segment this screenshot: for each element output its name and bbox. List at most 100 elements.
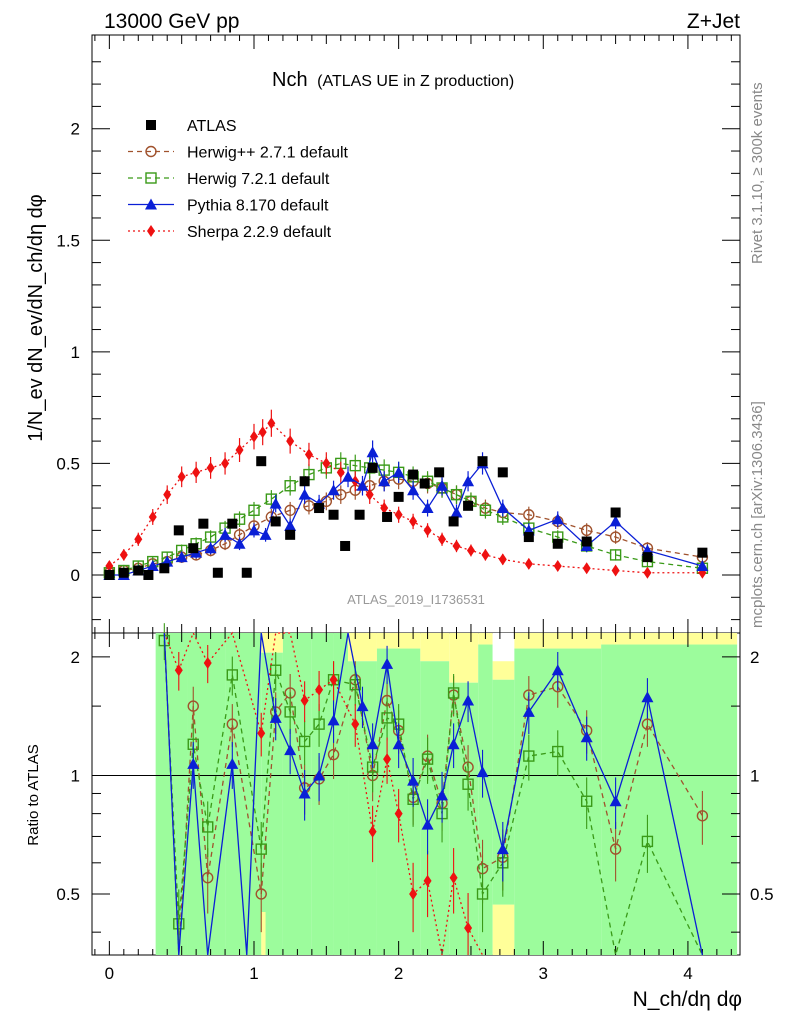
ratio-sherpa-point (174, 664, 183, 677)
ratio-pythia-point (366, 738, 379, 750)
sherpa-point (466, 544, 475, 557)
ratio-band-yellow (261, 912, 266, 955)
legend: ATLAS Herwig++ 2.7.1 default Herwig 7.2.1 … (128, 118, 349, 241)
x-tick-label: 1 (249, 964, 258, 983)
ratio-herwig7-point (381, 712, 393, 724)
x-tick-label: 4 (683, 964, 692, 983)
sherpa-point (250, 430, 258, 443)
sherpa-point (235, 444, 244, 457)
herwig7-point (450, 488, 463, 501)
atlas-point (227, 518, 238, 529)
atlas-point (367, 462, 378, 473)
atlas-point (523, 532, 534, 543)
ratio-herwig7-point (202, 821, 214, 833)
herwigpp-point (284, 504, 296, 516)
x-tick-label: 3 (539, 964, 548, 983)
herwig7-point (204, 531, 217, 543)
herwigpp-point (580, 524, 593, 537)
ratio-series (158, 623, 709, 956)
y-tick-label: 1 (71, 343, 80, 362)
atlas-point (299, 476, 310, 487)
ratio-pythia-point (298, 787, 311, 799)
atlas-point (448, 516, 459, 527)
atlas-point (419, 478, 430, 489)
ratio-pythia-point (313, 769, 326, 781)
ratio-band-yellow (492, 661, 515, 680)
ratio-pythia-point (381, 657, 394, 669)
header-right: Z+Jet (687, 10, 740, 33)
pythia-point (356, 479, 369, 491)
ratio-herwigpp-point (187, 700, 199, 712)
x-tick-label: 0 (105, 964, 114, 983)
ratio-sherpa-point (368, 825, 377, 838)
ratio-pythia-point (476, 766, 489, 778)
atlas-point (581, 536, 592, 547)
ratio-band-green (333, 633, 349, 955)
sherpa-point (286, 435, 295, 448)
atlas-point (133, 565, 144, 576)
sherpa-point (258, 426, 267, 439)
ratio-band-gap (492, 633, 515, 662)
pythia-point (233, 537, 246, 549)
ratio-band-yellow (601, 633, 738, 645)
ratio-y-tick-label-right: 0.5 (750, 885, 774, 904)
analysis-id: ATLAS_2019_I1736531 (347, 592, 485, 607)
sherpa-point (336, 466, 345, 479)
sherpa-point (394, 508, 403, 521)
ratio-axis-ticks: 0 1 2 3 4 0.5 0.5 1 1 2 2 (56, 633, 774, 983)
pythia-point (298, 488, 311, 500)
ratio-herwig7-point (523, 750, 535, 762)
ratio-herwig7-point (421, 753, 434, 765)
sherpa-point (409, 515, 418, 528)
atlas-point (497, 467, 508, 478)
y-tick-label: 2 (71, 120, 80, 139)
herwig7-point (349, 459, 361, 472)
header-left: 13000 GeV pp (104, 10, 239, 33)
ratio-pythia-line (163, 632, 704, 956)
atlas-point (143, 569, 154, 580)
x-tick-label: 2 (394, 964, 403, 983)
ratio-pythia-point (462, 694, 475, 706)
ratio-sherpa-point (409, 887, 418, 900)
sherpa-point (221, 457, 230, 470)
ratio-sherpa-point (203, 656, 212, 669)
sherpa-point (192, 466, 201, 479)
atlas-point (477, 456, 488, 467)
atlas-point (354, 509, 365, 520)
legend-marker (145, 172, 157, 184)
atlas-point (697, 547, 708, 558)
sherpa-point (452, 539, 461, 552)
atlas-point (340, 540, 351, 551)
legend-label: Sherpa 2.2.9 default (187, 224, 332, 241)
herwig7-point (284, 480, 296, 492)
sherpa-point (611, 564, 620, 577)
ratio-herwigpp-point (641, 718, 654, 730)
pythia-point (219, 528, 232, 540)
atlas-point (610, 507, 621, 518)
herwigpp-point (523, 509, 535, 521)
ratio-band-green (261, 652, 283, 955)
ratio-pythia-point (447, 738, 460, 750)
legend-marker (145, 145, 157, 158)
ratio-herwig7-point (349, 678, 361, 691)
sherpa-point (322, 457, 331, 470)
pythia-point (269, 497, 282, 509)
atlas-point (382, 511, 393, 522)
pythia-point (609, 515, 622, 527)
main-series (103, 409, 709, 580)
sherpa-point (105, 560, 114, 573)
ratio-pythia-point (641, 691, 654, 703)
sherpa-point (119, 548, 128, 561)
atlas-point (285, 529, 296, 540)
herwig7-point (479, 504, 492, 516)
ratio-herwig7-point (552, 745, 564, 758)
atlas-point (270, 516, 281, 527)
ratio-sherpa-point (315, 683, 324, 696)
ratio-herwigpp-point (202, 871, 214, 884)
sherpa-point (365, 488, 374, 501)
ratio-pythia-point (356, 700, 369, 712)
sherpa-point (163, 488, 172, 501)
pythia-point (327, 484, 340, 496)
ratio-pythia-point (226, 757, 239, 769)
ratio-y-tick-label-right: 1 (750, 766, 759, 785)
